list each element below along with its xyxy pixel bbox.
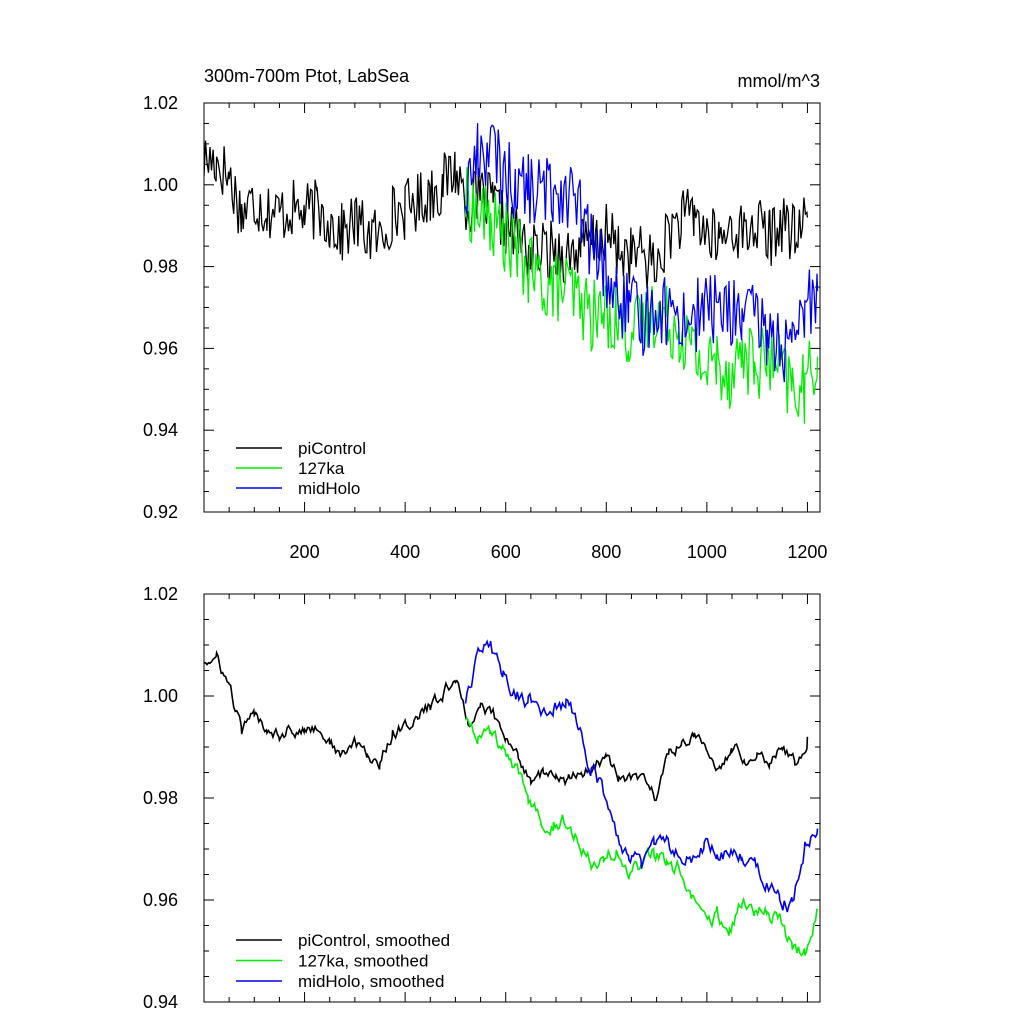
legend-label: 127ka, smoothed (298, 952, 428, 971)
series-layer (204, 639, 819, 957)
y-tick-label: 1.02 (143, 93, 178, 113)
x-tick-label: 600 (491, 542, 521, 562)
y-tick-label: 0.98 (143, 257, 178, 277)
x-tick-label: 200 (290, 542, 320, 562)
y-tick-label: 0.94 (143, 992, 178, 1012)
series-line-midHolo (464, 123, 819, 383)
y-tick-label: 0.96 (143, 890, 178, 910)
legend-label: piControl (298, 439, 366, 458)
y-tick-label: 0.92 (143, 502, 178, 522)
y-tick-label: 0.98 (143, 788, 178, 808)
x-tick-label: 800 (591, 542, 621, 562)
legend-label: piControl, smoothed (298, 931, 450, 950)
y-tick-label: 1.00 (143, 686, 178, 706)
figure-title-left: 300m-700m Ptot, LabSea (204, 66, 410, 86)
series-layer (204, 123, 819, 424)
figure-title-units: mmol/m^3 (738, 71, 820, 91)
y-tick-label: 1.02 (143, 584, 178, 604)
y-tick-label: 0.96 (143, 338, 178, 358)
legend-label: midHolo (298, 479, 360, 498)
bottom-panel: 0.94 0.96 0.98 1.00 1.02 piControl, smoothed 1… (143, 584, 821, 1012)
plot-frame (203, 593, 821, 1003)
x-tick-label: 1200 (787, 542, 827, 562)
legend-label: 127ka (298, 459, 345, 478)
x-tick-label: 1000 (687, 542, 727, 562)
y-tick-label: 0.94 (143, 420, 178, 440)
series-line-midHolo (464, 639, 819, 913)
legend-label: midHolo, smoothed (298, 972, 444, 991)
top-panel: 200 400 600 800 1000 1200 0.92 0.94 0.96 0.98 1.00… (143, 93, 827, 562)
x-tick-label: 400 (390, 542, 420, 562)
series-line-piControl (204, 649, 809, 802)
y-tick-label: 1.00 (143, 175, 178, 195)
